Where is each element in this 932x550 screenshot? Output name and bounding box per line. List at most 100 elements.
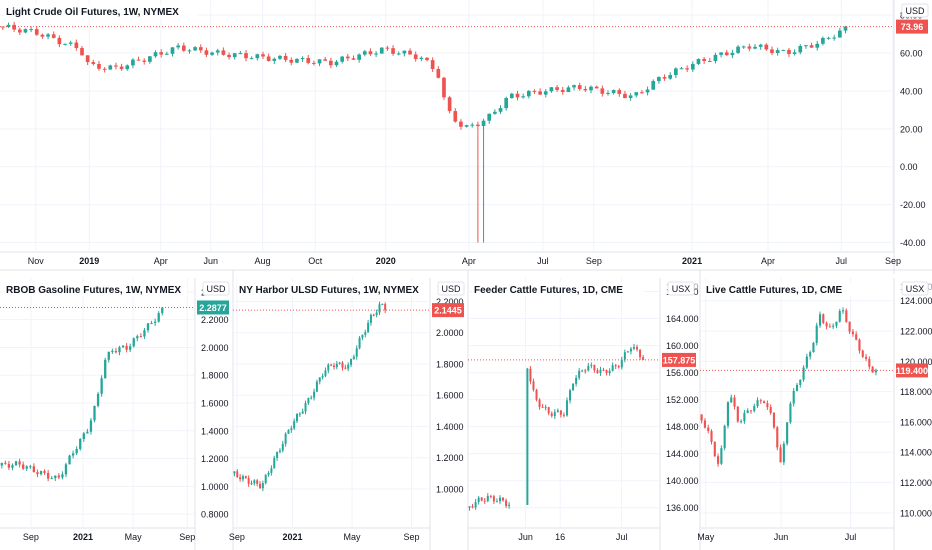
candle	[526, 367, 529, 506]
candle	[818, 311, 822, 328]
candle	[730, 49, 735, 59]
candle-body	[283, 55, 288, 60]
candle-body	[351, 58, 356, 60]
candle	[559, 410, 562, 418]
candle-body	[181, 45, 186, 51]
candle-body	[80, 48, 84, 56]
candle	[75, 446, 78, 456]
candle	[413, 51, 418, 62]
x-tick-label: Apr	[761, 256, 775, 266]
candle-body	[317, 59, 322, 64]
candle	[57, 35, 62, 48]
candle	[233, 471, 236, 477]
currency-label: USX	[672, 284, 691, 294]
candle	[261, 51, 265, 60]
candle	[121, 344, 125, 348]
candle	[23, 28, 28, 34]
candle-body	[572, 383, 575, 391]
candle-body	[301, 411, 304, 414]
candle	[489, 494, 492, 499]
candle-body	[102, 68, 107, 70]
candle	[763, 400, 766, 404]
candle	[746, 408, 749, 414]
candle-body	[470, 124, 475, 126]
candle	[57, 473, 61, 480]
candle-body	[668, 75, 673, 79]
candle-body	[14, 461, 18, 466]
candle-body	[50, 478, 53, 480]
candle	[614, 363, 617, 370]
candle	[719, 52, 723, 58]
candle-body	[602, 369, 605, 371]
candle	[335, 360, 338, 370]
y-tick-label: 1.8000	[436, 359, 464, 369]
candle-body	[555, 87, 559, 90]
candle-body	[639, 349, 642, 358]
candle-body	[532, 90, 537, 92]
candle	[362, 49, 367, 57]
candle	[146, 323, 150, 333]
candle	[560, 86, 565, 95]
candle-body	[736, 406, 739, 422]
candle	[298, 412, 301, 417]
candle-body	[632, 346, 635, 349]
candle-body	[538, 91, 542, 95]
candle	[544, 404, 547, 411]
candle-body	[526, 90, 531, 97]
candle-body	[304, 403, 307, 412]
candle-body	[825, 323, 828, 327]
candle	[442, 76, 446, 100]
candle	[584, 368, 587, 374]
candle-body	[779, 447, 782, 463]
chart-title: Live Cattle Futures, 1D, CME	[706, 285, 842, 296]
candle-body	[502, 497, 505, 501]
candle-body	[657, 77, 661, 82]
candle	[529, 365, 532, 385]
live-cattle-chart: 124.000 122.000 120.000 118.000 116.000 114.0…	[697, 278, 932, 550]
candle	[283, 53, 288, 63]
candle-body	[425, 57, 429, 61]
candle	[91, 59, 96, 66]
candle	[596, 368, 599, 374]
candle	[724, 50, 729, 56]
candle-body	[821, 37, 825, 44]
y-tick-label: 1.6000	[201, 399, 229, 409]
candle	[107, 351, 110, 363]
candle	[855, 331, 858, 341]
y-tick-label: 2.2000	[201, 315, 229, 325]
candle	[505, 498, 508, 509]
last-price-value: 2.1445	[434, 306, 462, 316]
last-price-label: 119.400	[896, 363, 928, 378]
candle	[758, 43, 763, 50]
x-tick-label: Sep	[586, 256, 602, 266]
candle	[590, 362, 593, 369]
candle-body	[91, 62, 96, 64]
candle-body	[786, 422, 789, 444]
candle	[46, 33, 50, 40]
candle-body	[385, 47, 390, 49]
candle-body	[747, 46, 752, 49]
candle	[63, 43, 67, 46]
candle	[821, 36, 825, 46]
candle	[685, 65, 690, 73]
candle-body	[238, 53, 243, 55]
candle	[372, 313, 375, 317]
y-tick-label: 120.000	[900, 357, 932, 367]
candle-body	[97, 63, 101, 69]
candle-body	[447, 97, 452, 112]
candle	[193, 46, 197, 52]
candle-body	[402, 50, 407, 54]
y-tick-label: 0.8000	[201, 510, 229, 520]
last-price-value: 2.2877	[199, 303, 227, 313]
candle	[114, 348, 118, 354]
candle-body	[221, 50, 226, 55]
y-tick-label: 40.00	[900, 86, 923, 96]
candle	[848, 321, 851, 334]
candle	[743, 409, 746, 424]
candle-body	[131, 59, 135, 66]
candle	[543, 88, 548, 98]
candle	[255, 53, 260, 61]
currency-badge-frame	[901, 281, 929, 296]
candle	[321, 373, 324, 380]
currency-badge: USD	[437, 281, 465, 296]
